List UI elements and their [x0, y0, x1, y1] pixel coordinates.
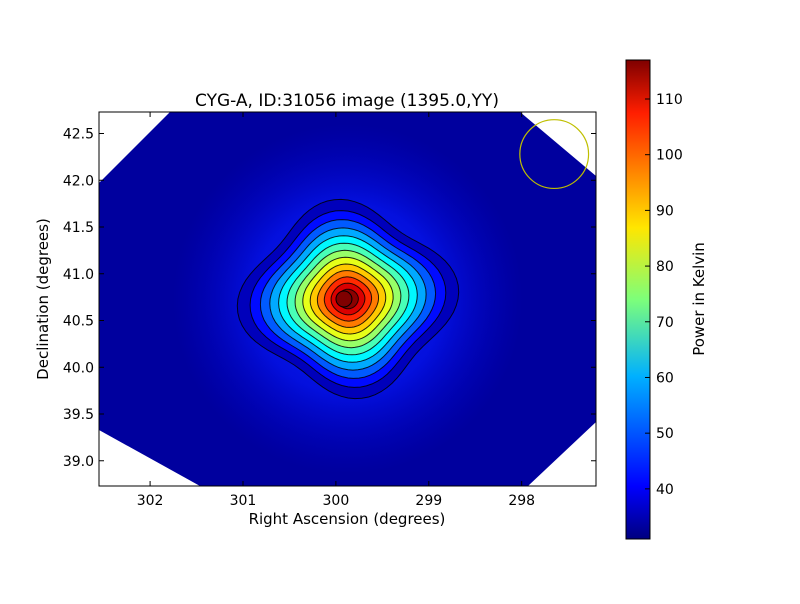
- colorbar-tick-label: 70: [656, 315, 674, 331]
- y-tick-label: 39.5: [63, 407, 94, 423]
- colorbar: 40 50 60 70 80 90 100 110 Power in Kelvin: [625, 59, 708, 540]
- y-tick-label: 41.0: [63, 267, 94, 283]
- colorbar-tick-label: 100: [656, 148, 683, 164]
- chart-title: CYG-A, ID:31056 image (1395.0,YY): [195, 91, 499, 111]
- y-axis-ticks: 39.0 39.5 40.0 40.5 41.0 41.5 42.0 42.5: [63, 127, 596, 470]
- colorbar-tick-label: 60: [656, 370, 674, 386]
- x-tick-label: 301: [230, 493, 257, 509]
- contour-group: [236, 198, 460, 400]
- plot-area: 302 301 300 299 298 39.0 39.5 40.0 40.5 41.0 41.5…: [63, 111, 597, 509]
- colorbar-tick-label: 110: [656, 92, 683, 108]
- contour-peak: [335, 290, 353, 308]
- colorbar-tick-label: 80: [656, 259, 674, 275]
- y-tick-label: 39.0: [63, 454, 94, 470]
- colorbar-gradient: [625, 59, 651, 540]
- x-axis-label: Right Ascension (degrees): [249, 510, 446, 528]
- y-tick-label: 42.5: [63, 127, 94, 143]
- y-tick-label: 40.5: [63, 314, 94, 330]
- axes-frame: [98, 111, 597, 487]
- y-axis-label: Declination (degrees): [34, 218, 52, 380]
- x-tick-label: 298: [508, 493, 535, 509]
- y-tick-label: 40.0: [63, 360, 94, 376]
- colorbar-ticks: 40 50 60 70 80 90 100 110: [645, 92, 683, 498]
- x-axis-ticks: 302 301 300 299 298: [137, 112, 535, 509]
- sky-map: [99, 112, 596, 486]
- x-tick-label: 299: [415, 493, 442, 509]
- colorbar-tick-label: 40: [656, 482, 674, 498]
- colorbar-tick-label: 50: [656, 426, 674, 442]
- y-tick-label: 42.0: [63, 173, 94, 189]
- x-tick-label: 300: [323, 493, 350, 509]
- colorbar-tick-label: 90: [656, 203, 674, 219]
- beam-circle: [519, 119, 590, 190]
- y-tick-label: 41.5: [63, 220, 94, 236]
- colorbar-label: Power in Kelvin: [690, 242, 708, 356]
- x-tick-label: 302: [137, 493, 164, 509]
